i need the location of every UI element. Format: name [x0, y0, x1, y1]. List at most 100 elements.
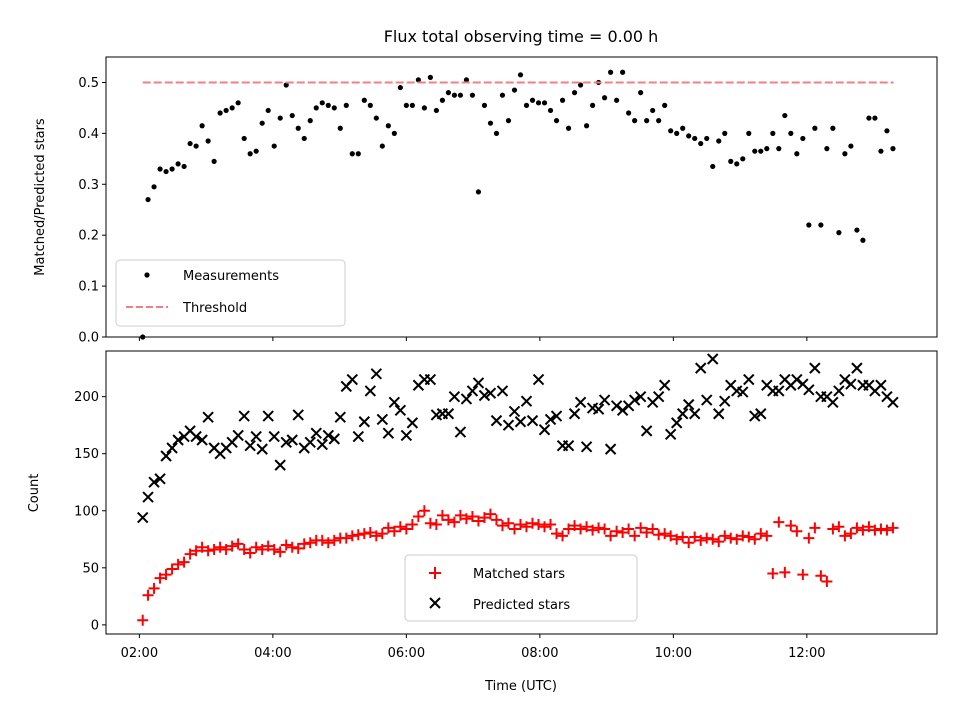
matched-stars-legend-marker	[429, 567, 441, 579]
matched-stars-point	[839, 530, 851, 542]
measurements-point	[403, 102, 409, 108]
predicted-stars-point	[286, 434, 298, 446]
matched-stars-point	[280, 539, 292, 551]
measurements-point	[662, 102, 668, 108]
measurements-point	[782, 112, 788, 119]
measurements-point	[211, 158, 217, 164]
predicted-stars-point	[292, 409, 304, 421]
predicted-stars-point	[851, 362, 863, 374]
measurements-point	[830, 125, 836, 131]
measurements-point	[427, 74, 433, 80]
measurements-point	[295, 125, 301, 131]
measurements-point	[355, 151, 361, 157]
matched-stars-point	[857, 524, 869, 536]
measurements-point	[397, 84, 403, 91]
measurements-point	[836, 230, 842, 236]
measurements-point	[433, 107, 439, 114]
predicted-stars-point	[676, 408, 689, 420]
predicted-stars-point	[755, 408, 767, 420]
matched-stars-point	[352, 529, 364, 541]
matched-stars-point	[653, 529, 665, 541]
matched-stars-point	[749, 533, 761, 545]
predicted-stars-point	[568, 408, 581, 420]
matched-stars-point	[641, 526, 653, 538]
measurements-point	[800, 135, 806, 142]
measurements-point	[812, 125, 818, 131]
measurements-point	[565, 125, 572, 131]
predicted-stars-point	[670, 417, 683, 429]
matched-stars-point	[617, 526, 629, 538]
matched-stars-point	[238, 544, 250, 556]
measurements-point	[722, 130, 728, 136]
matched-stars-point	[322, 537, 334, 549]
predicted-stars-point	[442, 408, 455, 420]
predicted-stars-point	[394, 404, 407, 417]
matched-stars-point	[388, 525, 400, 537]
measurements-point	[163, 168, 169, 175]
matched-stars-point	[490, 514, 502, 526]
predicted-stars-legend-label: Predicted stars	[473, 598, 570, 613]
predicted-stars-point	[400, 429, 413, 442]
measurements-point	[247, 151, 253, 157]
measurements-point	[848, 143, 854, 149]
measurements-point	[343, 102, 349, 108]
measurements-point	[151, 184, 157, 190]
matched-stars-point	[400, 523, 412, 535]
matched-stars-point	[737, 530, 749, 542]
measurements-point	[223, 107, 229, 114]
matched-stars-point	[881, 524, 893, 536]
predicted-stars-point	[610, 400, 623, 412]
predicted-stars-point	[682, 398, 695, 411]
predicted-stars-point	[406, 417, 419, 429]
y-tick-label: 0.4	[78, 127, 99, 142]
predicted-stars-point	[148, 476, 160, 488]
y-tick-label: 100	[74, 504, 99, 519]
matched-stars-point	[220, 544, 232, 556]
predicted-stars-point	[791, 373, 803, 386]
y-tick-label: 0.1	[78, 280, 99, 295]
predicted-stars-point	[526, 414, 539, 427]
matched-stars-point	[611, 525, 623, 537]
measurements-point	[499, 92, 506, 98]
measurements-point	[890, 146, 896, 152]
y-tick-label: 0.2	[78, 229, 99, 244]
matched-stars-point	[268, 544, 280, 556]
x-tick-label: 10:00	[655, 646, 692, 661]
measurements-point	[229, 105, 235, 111]
matched-stars-point	[671, 533, 683, 545]
matched-stars-point	[166, 563, 178, 575]
predicted-stars-point	[142, 491, 154, 503]
measurements-point	[740, 156, 746, 162]
measurements-point	[842, 151, 848, 157]
x-tick-label: 02:00	[121, 646, 158, 661]
measurements-point	[271, 143, 277, 149]
measurements-point	[283, 82, 289, 88]
matched-stars-point	[232, 538, 244, 550]
predicted-stars-point	[478, 389, 491, 402]
matched-stars-point	[202, 545, 214, 557]
measurements-point	[157, 166, 163, 172]
predicted-stars-point	[472, 377, 485, 389]
measurements-point	[145, 196, 151, 203]
measurements-point	[367, 102, 373, 108]
matched-stars-point	[845, 528, 857, 540]
matched-stars-point	[659, 528, 671, 540]
measurements-point	[445, 90, 452, 96]
measurements-point	[854, 227, 860, 233]
measurements-point	[391, 130, 397, 136]
measurements-point	[746, 130, 752, 136]
matched-stars-point	[190, 545, 202, 557]
y-tick-label: 0	[91, 618, 99, 633]
matched-stars-point	[137, 614, 149, 626]
predicted-stars-point	[544, 413, 557, 426]
matched-stars-point	[154, 572, 166, 584]
measurements-point	[589, 102, 596, 108]
predicted-stars-point	[358, 416, 371, 428]
matched-stars-point	[196, 541, 208, 553]
predicted-stars-point	[658, 379, 671, 391]
predicted-stars-point	[154, 473, 166, 485]
measurements-point	[301, 135, 307, 142]
matched-stars-point	[557, 530, 569, 542]
predicted-stars-point	[562, 440, 575, 452]
matched-stars-point	[869, 524, 881, 536]
